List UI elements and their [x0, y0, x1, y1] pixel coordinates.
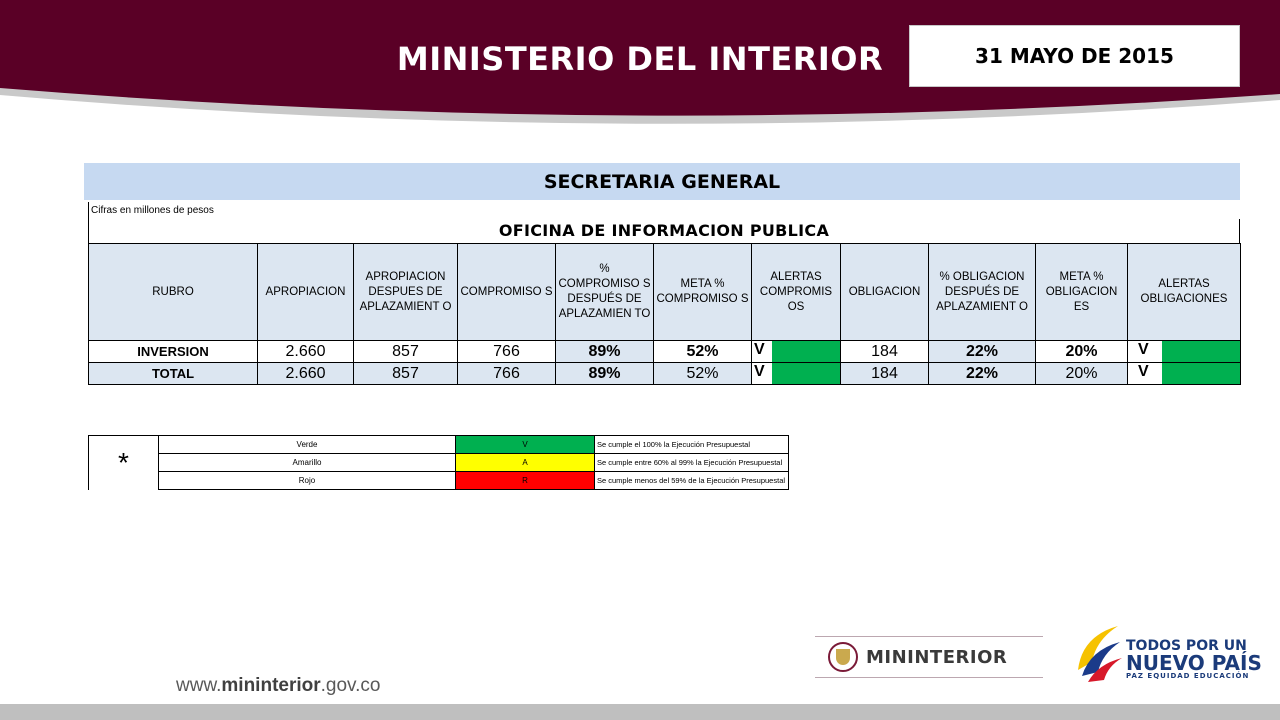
- meta-compromisos-cell: 52%: [653, 340, 752, 363]
- mininterior-logo: MININTERIOR: [815, 636, 1043, 678]
- gov-slogan-logo: TODOS POR UN NUEVO PAÍS PAZ EQUIDAD EDUC…: [1126, 638, 1262, 681]
- alert-color-swatch: [772, 341, 840, 362]
- site-prefix: www.: [176, 675, 222, 696]
- alert-color-swatch: [1162, 341, 1240, 362]
- budget-table-block: Cifras en millones de pesos OFICINA DE I…: [88, 202, 1241, 385]
- alerta-compromisos-cell: V: [751, 340, 841, 363]
- footer-bar: [0, 704, 1280, 720]
- meta-obligaciones-cell: 20%: [1035, 340, 1128, 363]
- alerta-obligaciones-cell: V: [1127, 362, 1241, 385]
- legend-desc: Se cumple entre 60% al 99% la Ejecución …: [594, 453, 789, 472]
- legend-name: Rojo: [158, 471, 456, 490]
- legend-desc: Se cumple el 100% la Ejecución Presupues…: [594, 435, 789, 454]
- meta-compromisos-cell: 52%: [653, 362, 752, 385]
- obligacion-cell: 184: [840, 340, 929, 363]
- table-row: INVERSION 2.660 857 766 89% 52% V 184 22…: [88, 340, 1241, 363]
- alert-code: V: [1128, 341, 1162, 362]
- site-domain: mininterior: [221, 675, 321, 696]
- alert-code: V: [1128, 363, 1162, 384]
- site-suffix: .gov.co: [320, 675, 381, 696]
- mininterior-logo-text: MININTERIOR: [866, 646, 1008, 668]
- legend-code: V: [455, 435, 595, 454]
- page-title: MINISTERIO DEL INTERIOR: [396, 40, 884, 78]
- section-title: SECRETARIA GENERAL: [84, 163, 1240, 200]
- pct-compromisos-cell: 89%: [555, 340, 654, 363]
- alerta-obligaciones-cell: V: [1127, 340, 1241, 363]
- compromisos-cell: 766: [457, 362, 556, 385]
- obligacion-cell: 184: [840, 362, 929, 385]
- column-header: % COMPROMISO S DESPUÉS DE APLAZAMIEN TO: [555, 243, 654, 341]
- alerts-legend: * Verde V Se cumple el 100% la Ejecución…: [88, 435, 789, 490]
- table-row: TOTAL 2.660 857 766 89% 52% V 184 22% 20…: [88, 362, 1241, 385]
- column-header: COMPROMISO S: [457, 243, 556, 341]
- slogan-line2: NUEVO PAÍS: [1126, 651, 1262, 675]
- apropiacion-cell: 2.660: [257, 340, 354, 363]
- pct-compromisos-cell: 89%: [555, 362, 654, 385]
- alert-color-swatch: [772, 363, 840, 384]
- apropiacion-aplazamiento-cell: 857: [353, 362, 458, 385]
- legend-row: Amarillo A Se cumple entre 60% al 99% la…: [89, 453, 789, 472]
- apropiacion-cell: 2.660: [257, 362, 354, 385]
- column-header: APROPIACION DESPUES DE APLAZAMIENT O: [353, 243, 458, 341]
- apropiacion-aplazamiento-cell: 857: [353, 340, 458, 363]
- alerta-compromisos-cell: V: [751, 362, 841, 385]
- legend-name: Amarillo: [158, 453, 456, 472]
- legend-row: Rojo R Se cumple menos del 59% de la Eje…: [89, 471, 789, 490]
- legend-code: A: [455, 453, 595, 472]
- alert-code: V: [752, 363, 772, 384]
- column-header: ALERTAS OBLIGACIONES: [1127, 243, 1241, 341]
- compromisos-cell: 766: [457, 340, 556, 363]
- alert-code: V: [752, 341, 772, 362]
- table-header-row: RUBRO APROPIACION APROPIACION DESPUES DE…: [88, 243, 1241, 341]
- units-note: Cifras en millones de pesos: [88, 202, 1240, 219]
- rubro-cell: TOTAL: [88, 362, 258, 385]
- column-header: ALERTAS COMPROMIS OS: [751, 243, 841, 341]
- alert-color-swatch: [1162, 363, 1240, 384]
- coat-of-arms-icon: [828, 642, 858, 672]
- legend-code: R: [455, 471, 595, 490]
- column-header: META % COMPROMISO S: [653, 243, 752, 341]
- slogan-line3: PAZ EQUIDAD EDUCACIÓN: [1126, 672, 1250, 680]
- column-header: META % OBLIGACION ES: [1035, 243, 1128, 341]
- colombia-flag-swoosh-icon: [1078, 626, 1122, 682]
- column-header: APROPIACION: [257, 243, 354, 341]
- office-title: OFICINA DE INFORMACION PUBLICA: [88, 219, 1240, 243]
- legend-marker: *: [88, 435, 159, 490]
- pct-obligacion-cell: 22%: [928, 340, 1036, 363]
- rubro-cell: INVERSION: [88, 340, 258, 363]
- budget-table: RUBRO APROPIACION APROPIACION DESPUES DE…: [88, 243, 1241, 385]
- meta-obligaciones-cell: 20%: [1035, 362, 1128, 385]
- legend-desc: Se cumple menos del 59% de la Ejecución …: [594, 471, 789, 490]
- website-link[interactable]: www.mininterior.gov.co: [176, 675, 381, 697]
- column-header: % OBLIGACION DESPUÉS DE APLAZAMIENT O: [928, 243, 1036, 341]
- legend-row: * Verde V Se cumple el 100% la Ejecución…: [88, 435, 789, 490]
- pct-obligacion-cell: 22%: [928, 362, 1036, 385]
- report-date: 31 MAYO DE 2015: [909, 25, 1240, 87]
- column-header: OBLIGACION: [840, 243, 929, 341]
- slogan-line1: TODOS POR UN: [1126, 638, 1247, 654]
- legend-name: Verde: [158, 435, 456, 454]
- column-header: RUBRO: [88, 243, 258, 341]
